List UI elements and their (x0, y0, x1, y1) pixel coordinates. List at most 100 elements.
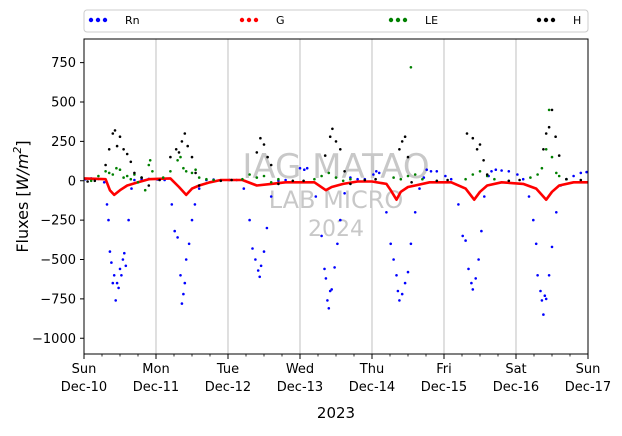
y-tick-label-5: −500 (40, 253, 76, 268)
series-Rn-point-33 (187, 242, 191, 246)
series-H-point-34 (398, 148, 401, 151)
series-LE-point-8 (125, 174, 129, 178)
watermark-line-0: IAG MATAO (242, 147, 429, 187)
legend-marker-Rn (88, 17, 94, 23)
series-H-point-0 (104, 163, 107, 167)
legend-marker-Rn (102, 17, 108, 23)
legend-label-LE: LE (425, 14, 438, 27)
series-H-point-20 (197, 184, 201, 187)
series-Rn-point-45 (256, 269, 260, 272)
y-tick-label-6: −750 (40, 292, 76, 307)
y-tick-label-3: 0 (68, 174, 76, 189)
x-tick-date-1: Dec-11 (133, 380, 179, 395)
legend-marker-G (246, 17, 252, 23)
series-LE-point-3 (107, 171, 111, 175)
watermark-line-1: LAB MICRO (269, 186, 404, 214)
x-tick-weekday-5: Fri (436, 362, 452, 377)
series-LE-point-55 (547, 108, 551, 112)
series-Rn-point-93 (461, 234, 465, 238)
series-LE-point-58 (557, 174, 561, 178)
series-LE-point-45 (421, 177, 424, 181)
series-Rn-point-54 (303, 168, 306, 171)
y-tick-label-4: −250 (40, 214, 76, 229)
series-H-point-10 (140, 176, 143, 179)
series-Rn-point-120 (555, 211, 558, 214)
x-tick-date-3: Dec-13 (277, 380, 323, 395)
series-H-point-1 (107, 148, 111, 151)
series-H-point-17 (186, 144, 189, 148)
legend-label-H: H (573, 14, 581, 27)
series-Rn-point-69 (356, 177, 359, 181)
x-tick-weekday-7: Sun (576, 362, 601, 377)
series-Rn-point-75 (389, 242, 393, 246)
series-Rn-point-13 (118, 267, 122, 271)
series-Rn-point-3 (102, 181, 106, 184)
series-H-point-4 (115, 144, 119, 148)
series-Rn-point-43 (251, 247, 254, 250)
series-Rn-point-94 (464, 239, 467, 242)
series-Rn-point-41 (242, 187, 246, 190)
legend-entry-H: H (536, 14, 581, 27)
series-Rn-point-10 (114, 299, 117, 302)
series-Rn-point-18 (127, 218, 130, 222)
series-Rn-point-32 (184, 258, 188, 261)
chart-marks (83, 66, 588, 316)
series-LE-point-19 (176, 159, 179, 162)
series-Rn-point-59 (324, 277, 328, 280)
series-Rn-point-63 (330, 288, 334, 291)
series-H-point-31 (339, 148, 342, 151)
series-LE-point-53 (540, 166, 544, 170)
series-Rn-point-103 (490, 170, 493, 173)
series-H-point-28 (328, 135, 332, 138)
x-tick-date-7: Dec-17 (565, 380, 611, 395)
series-Rn-point-100 (480, 229, 483, 233)
series-H-point-18 (190, 155, 194, 159)
series-Rn-point-108 (521, 177, 525, 181)
x-tick-date-4: Dec-14 (349, 380, 395, 395)
series-LE-point-32 (269, 181, 273, 184)
series-Rn-point-101 (483, 195, 486, 198)
legend-marker-G (253, 17, 259, 23)
watermark-line-2: 2024 (308, 217, 364, 242)
series-H-point-24 (266, 155, 269, 159)
series-H-point-22 (259, 136, 262, 140)
series-Rn-point-49 (265, 226, 269, 230)
series-H-point-21 (255, 151, 259, 154)
series-LE-point-14 (147, 163, 151, 167)
y-tick-label-7: −1000 (32, 332, 76, 347)
series-Rn-point-72 (375, 170, 378, 173)
series-H-point-12 (169, 155, 172, 159)
series-LE-point-36 (327, 171, 331, 175)
series-Rn-point-104 (494, 168, 498, 171)
x-axis: Sun Dec-10 Mon Dec-11 Tue Dec-12 Wed Dec-13 Thu D… (61, 354, 611, 395)
series-H-point-33 (349, 182, 352, 186)
series-H-point-3 (113, 129, 117, 132)
series-H-point-35 (400, 140, 404, 143)
legend-entry-G: G (239, 14, 285, 27)
series-Rn-point-8 (111, 281, 115, 285)
series-Rn-point-83 (409, 242, 413, 246)
series-Rn-point-105 (500, 169, 503, 172)
x-tick-date-6: Dec-16 (493, 380, 539, 395)
series-H-point-45 (542, 148, 545, 151)
series-Rn-point-52 (284, 178, 287, 182)
series-LE-point-20 (179, 155, 182, 159)
x-tick-weekday-3: Wed (286, 362, 314, 377)
series-Rn-point-77 (395, 274, 398, 277)
series-Rn-point-6 (108, 250, 112, 253)
series-LE-point-15 (148, 159, 152, 162)
legend-frame (83, 9, 589, 33)
y-tick-label-1: 500 (51, 96, 76, 111)
series-H-point-52 (86, 180, 89, 183)
series-Rn-point-91 (449, 177, 453, 181)
series-H-point-37 (406, 155, 410, 159)
series-H-point-55 (219, 179, 223, 183)
series-LE-point-2 (104, 170, 107, 173)
series-H-point-40 (471, 136, 475, 140)
series-H-point-16 (183, 132, 187, 135)
series-H-point-9 (133, 171, 136, 175)
series-Rn-point-82 (406, 270, 410, 274)
series-H-point-39 (465, 132, 469, 135)
